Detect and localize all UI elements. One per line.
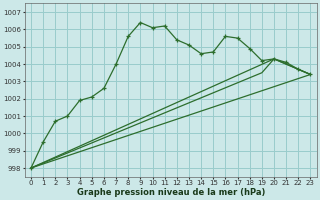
X-axis label: Graphe pression niveau de la mer (hPa): Graphe pression niveau de la mer (hPa) [76,188,265,197]
